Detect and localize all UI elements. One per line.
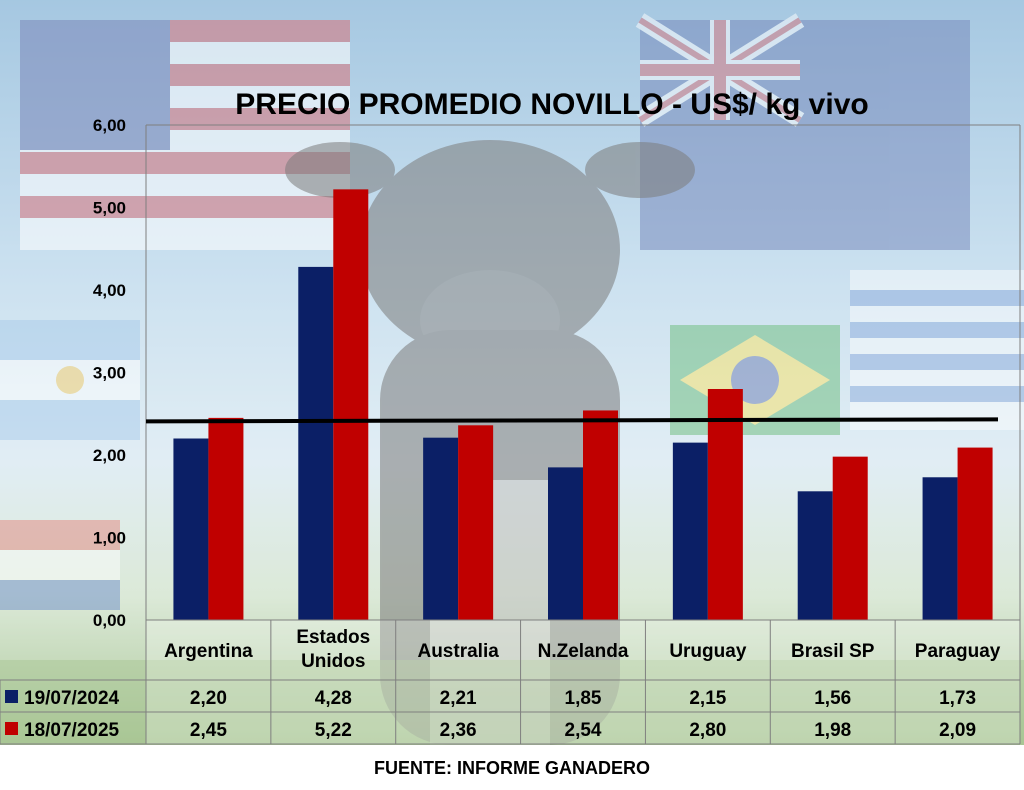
bar-series1 <box>672 442 708 620</box>
bar-series2 <box>707 389 743 620</box>
data-label: 2,20 <box>190 688 227 709</box>
bar-series2 <box>208 417 244 620</box>
y-tick-label: 0,00 <box>93 611 126 630</box>
bar-series2 <box>583 410 618 620</box>
data-label: 2,45 <box>190 720 227 741</box>
bars-group <box>173 189 993 620</box>
y-tick-label: 5,00 <box>93 199 126 218</box>
bar-series2 <box>458 425 494 620</box>
bar-series2 <box>333 189 369 620</box>
y-axis-ticks: 0,00 1,00 2,00 3,00 4,00 5,00 6,00 <box>93 116 126 630</box>
legend-series-name: 18/07/2025 <box>24 720 120 741</box>
category-label: Uruguay <box>669 641 747 662</box>
background-photo <box>0 0 1024 745</box>
y-tick-label: 1,00 <box>93 529 126 548</box>
bar-series1 <box>922 477 958 620</box>
data-label: 2,21 <box>440 688 477 709</box>
data-label: 1,56 <box>814 688 851 709</box>
data-label: 2,54 <box>565 720 602 741</box>
chart-title: PRECIO PROMEDIO NOVILLO - US$/ kg vivo <box>235 88 868 121</box>
bar-series1 <box>423 437 459 620</box>
y-tick-label: 2,00 <box>93 446 126 465</box>
legend-swatch <box>5 722 18 735</box>
y-tick-label: 4,00 <box>93 281 126 300</box>
data-label: 2,36 <box>440 720 477 741</box>
bar-series2 <box>957 447 993 620</box>
y-tick-label: 3,00 <box>93 364 126 383</box>
category-label: N.Zelanda <box>538 641 629 662</box>
data-label: 2,09 <box>939 720 976 741</box>
steer-icon <box>285 140 695 745</box>
bar-series1 <box>797 491 833 620</box>
data-label: 1,73 <box>939 688 976 709</box>
data-table-grid <box>0 619 1021 745</box>
category-label: Estados Unidos <box>296 627 370 672</box>
data-label: 2,15 <box>689 688 726 709</box>
data-table-rows: 19/07/2024 2,20 4,28 2,21 1,85 2,15 1,56 1,73 18… <box>5 688 976 741</box>
category-labels: Argentina Estados Unidos Australia N.Zelanda… <box>164 627 1001 672</box>
average-reference-line <box>145 417 999 424</box>
category-label: Australia <box>417 641 499 662</box>
data-label: 2,80 <box>689 720 726 741</box>
background-flags-icon <box>0 17 1024 745</box>
bar-series1 <box>298 266 334 620</box>
table-background <box>146 620 1020 744</box>
data-label: 4,28 <box>315 688 352 709</box>
legend-series-name: 19/07/2024 <box>24 688 120 709</box>
source-note: FUENTE: INFORME GANADERO <box>374 758 650 778</box>
bar-series1 <box>173 438 209 620</box>
category-label: Brasil SP <box>791 641 875 662</box>
category-label: Paraguay <box>915 641 1001 662</box>
y-tick-label: 6,00 <box>93 116 126 135</box>
data-label: 1,98 <box>814 720 851 741</box>
data-label: 1,85 <box>565 688 602 709</box>
category-label: Argentina <box>164 641 253 662</box>
bar-series1 <box>548 467 583 620</box>
data-label: 5,22 <box>315 720 352 741</box>
legend-swatch <box>5 690 18 703</box>
bar-series2 <box>832 456 868 620</box>
